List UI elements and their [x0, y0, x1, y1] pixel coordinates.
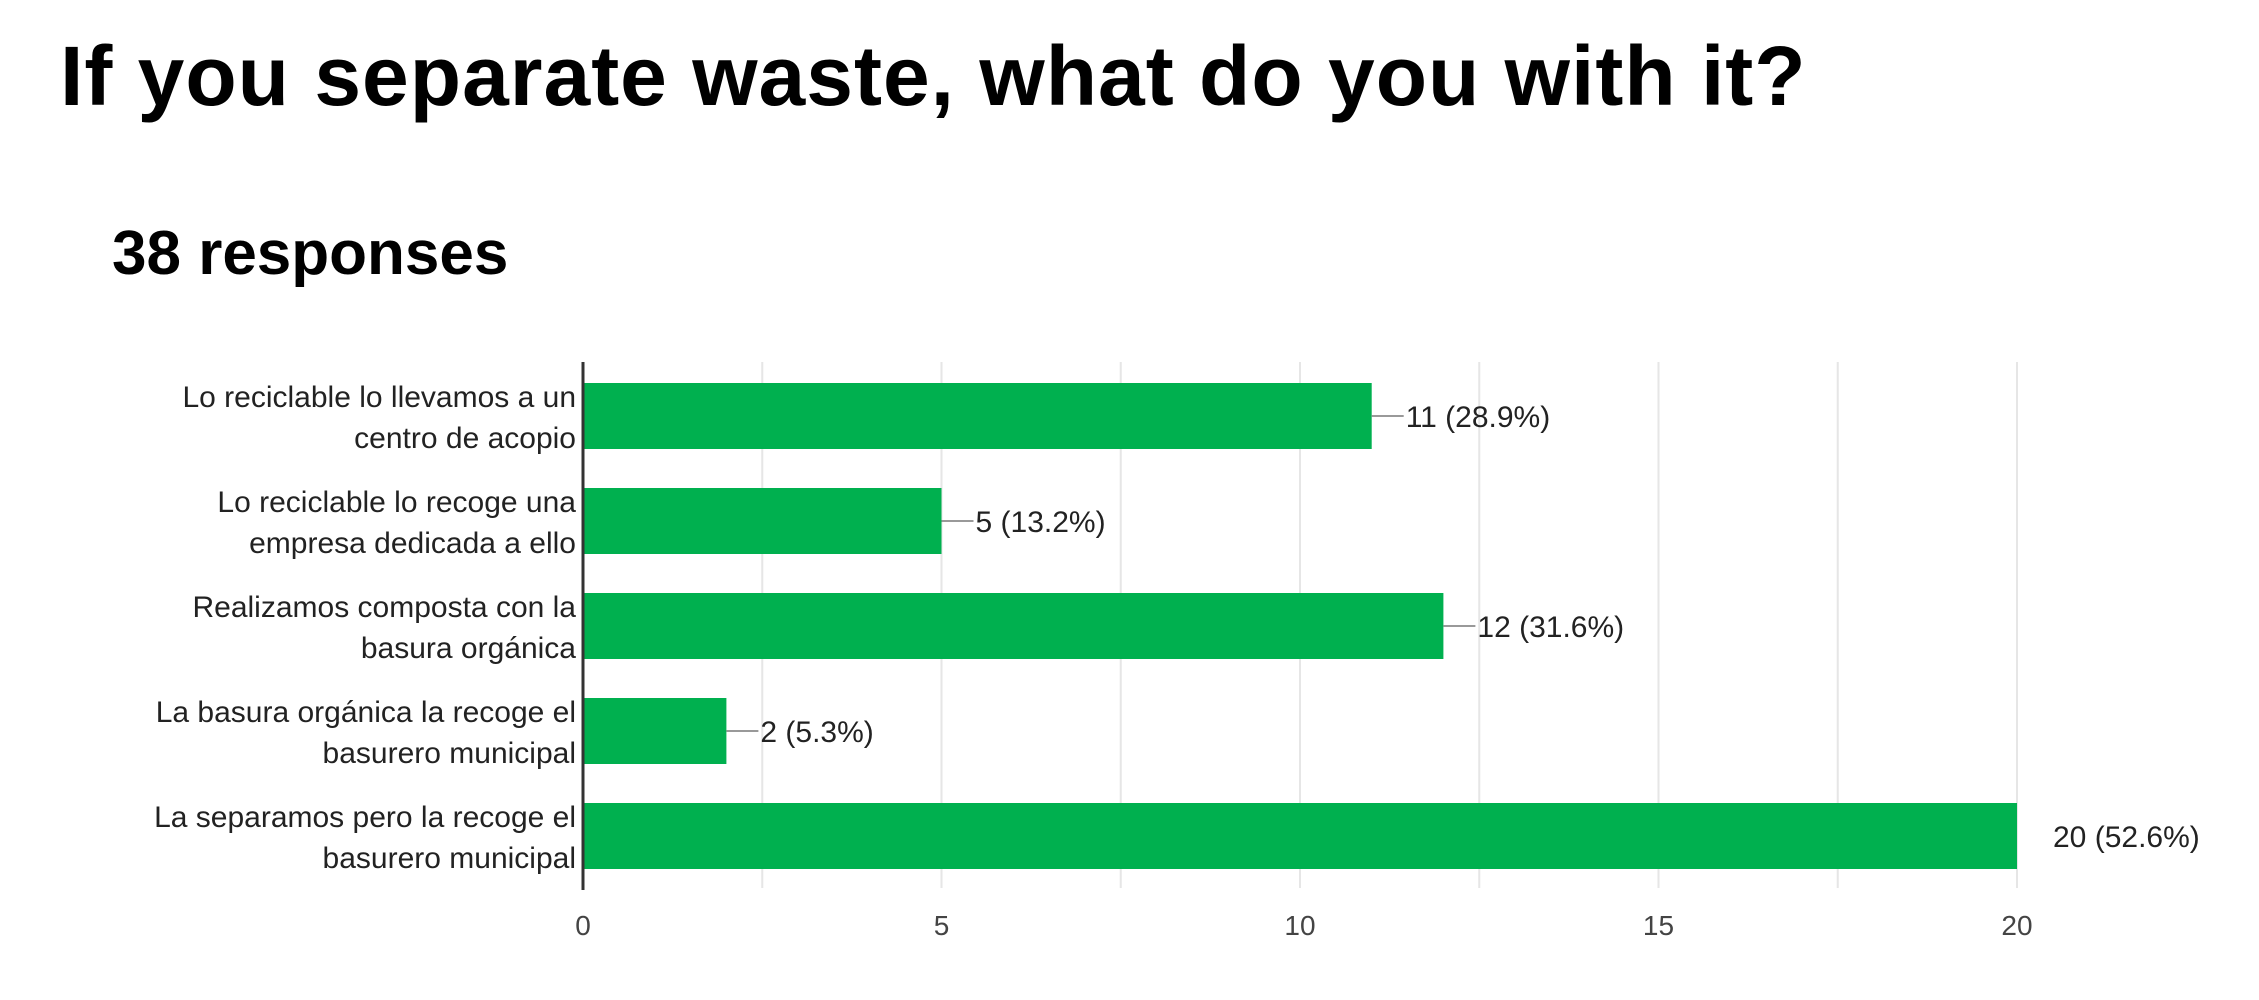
- category-label: basurero municipal: [323, 842, 576, 875]
- category-label: Lo reciclable lo recoge una: [217, 486, 576, 519]
- x-tick-label: 15: [1643, 910, 1674, 941]
- chart-title: If you separate waste, what do you with …: [60, 29, 1807, 123]
- category-label: La basura orgánica la recoge el: [156, 696, 576, 729]
- bar: [584, 488, 942, 554]
- bar: [584, 383, 1372, 449]
- data-label: 20 (52.6%): [2053, 821, 2200, 854]
- data-label: 11 (28.9%): [1406, 401, 1551, 434]
- data-label: 12 (31.6%): [1477, 611, 1624, 644]
- category-label: empresa dedicada a ello: [249, 527, 576, 560]
- bar: [584, 803, 2017, 869]
- category-label: centro de acopio: [354, 422, 576, 455]
- category-label: basurero municipal: [323, 737, 576, 770]
- response-count: 38 responses: [112, 219, 509, 288]
- category-label: Lo reciclable lo llevamos a un: [182, 381, 576, 414]
- data-label: 5 (13.2%): [976, 506, 1106, 539]
- category-label: basura orgánica: [361, 632, 576, 665]
- x-tick-label: 10: [1284, 910, 1315, 941]
- bar: [584, 698, 727, 764]
- category-label: Realizamos composta con la: [192, 591, 576, 624]
- data-label: 2 (5.3%): [760, 716, 873, 749]
- x-tick-label: 5: [934, 910, 950, 941]
- x-tick-label: 20: [2001, 910, 2032, 941]
- x-tick-label: 0: [575, 910, 591, 941]
- category-label: La separamos pero la recoge el: [154, 801, 576, 834]
- bar: [584, 593, 1444, 659]
